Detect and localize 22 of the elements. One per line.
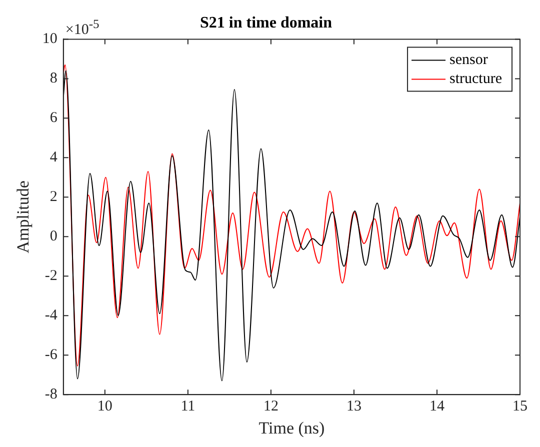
legend-label: sensor [450,52,488,68]
y-tick-label: -4 [44,308,58,324]
y-tick-label: 6 [50,110,58,126]
y-tick-label: 8 [50,70,58,87]
text: ×10$^{-5}$ [65,16,100,40]
x-tick-label: 13 [346,398,362,415]
x-tick-label: 11 [180,398,196,415]
x-axis-title: Time (ns) [258,418,325,438]
x-tick-label: 15 [512,398,528,415]
chart-title: S21 in time domain [200,14,332,32]
y-tick-label: 0 [50,228,58,245]
y-tick-label: 2 [50,189,58,206]
y-axis-title: Amplitude [14,180,33,254]
x-tick-label: 12 [263,398,278,415]
x-tick-label: 14 [429,398,445,415]
y-tick-label: -2 [44,268,58,284]
x-tick-label: 10 [97,398,112,415]
y-tick-label: -8 [44,386,58,403]
y-tick-label: 4 [50,150,58,166]
legend-label: structure [450,71,502,88]
y-tick-label: 10 [42,31,58,48]
y-tick-label: -6 [44,347,58,364]
